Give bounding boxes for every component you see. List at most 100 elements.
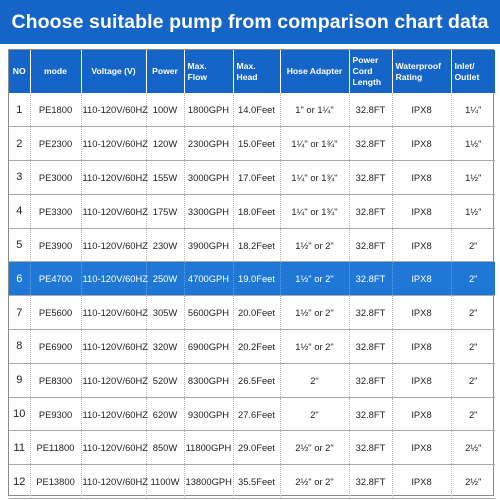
cell-rating: IPX8	[392, 93, 452, 128]
cell-model: PE6900	[30, 329, 82, 364]
cell-cord: 32.8FT	[349, 464, 393, 500]
cell-voltage: 110-120V/60HZ	[81, 194, 148, 229]
table-row: 2 PE2300 110-120V/60HZ 120W 2300GPH 15.0Feet 1…	[9, 126, 495, 162]
cell-inlet: 2½"	[451, 464, 495, 500]
cell-voltage: 110-120V/60HZ	[81, 228, 148, 263]
cell-rating: IPX8	[392, 397, 452, 432]
header-no: NO	[9, 50, 31, 93]
cell-hose: 1½" or 2"	[280, 329, 350, 364]
header-voltage: Voltage (V)	[81, 50, 147, 93]
cell-voltage: 110-120V/60HZ	[81, 464, 148, 500]
cell-voltage: 110-120V/60HZ	[81, 126, 148, 162]
cell-cord: 32.8FT	[349, 93, 393, 128]
cell-no: 4	[9, 194, 31, 229]
cell-no: 9	[9, 363, 31, 398]
cell-flow: 4700GPH	[184, 261, 234, 297]
cell-power: 230W	[146, 228, 185, 263]
cell-flow: 13800GPH	[184, 464, 234, 500]
cell-flow: 3300GPH	[184, 194, 234, 229]
cell-cord: 32.8FT	[349, 329, 393, 364]
cell-voltage: 110-120V/60HZ	[81, 329, 148, 364]
table-row: 10 PE9300 110-120V/60HZ 620W 9300GPH 27.6Feet…	[9, 397, 495, 432]
cell-cord: 32.8FT	[349, 430, 393, 466]
cell-model: PE13800	[30, 464, 82, 500]
cell-rating: IPX8	[392, 363, 452, 398]
cell-hose: 1¼" or 1¾"	[280, 126, 350, 162]
cell-inlet: 2"	[451, 228, 495, 263]
cell-voltage: 110-120V/60HZ	[81, 261, 148, 297]
cell-hose: 1¼" or 1¾"	[280, 194, 350, 229]
cell-rating: IPX8	[392, 464, 452, 500]
cell-inlet: 2"	[451, 397, 495, 432]
cell-head: 15.0Feet	[233, 126, 281, 162]
table-row: 7 PE5600 110-120V/60HZ 305W 5600GPH 20.0Feet 1…	[9, 295, 495, 331]
cell-voltage: 110-120V/60HZ	[81, 363, 148, 398]
cell-no: 1	[9, 93, 31, 128]
cell-head: 18.0Feet	[233, 194, 281, 229]
cell-model: PE11800	[30, 430, 82, 466]
header-waterproof-rating: Waterproof Rating	[392, 50, 452, 93]
cell-power: 320W	[146, 329, 185, 364]
cell-hose: 1½" or 2"	[280, 295, 350, 331]
cell-no: 6	[9, 261, 31, 297]
cell-cord: 32.8FT	[349, 295, 393, 331]
cell-power: 850W	[146, 430, 185, 466]
table-row: 1 PE1800 110-120V/60HZ 100W 1800GPH 14.0Feet 1…	[9, 93, 495, 128]
cell-rating: IPX8	[392, 126, 452, 162]
cell-cord: 32.8FT	[349, 228, 393, 263]
cell-model: PE3300	[30, 194, 82, 229]
cell-power: 120W	[146, 126, 185, 162]
cell-head: 35.5Feet	[233, 464, 281, 500]
cell-inlet: 1¼"	[451, 93, 495, 128]
cell-flow: 1800GPH	[184, 93, 234, 128]
cell-model: PE3000	[30, 160, 82, 195]
cell-model: PE3900	[30, 228, 82, 263]
cell-voltage: 110-120V/60HZ	[81, 295, 148, 331]
cell-model: PE4700	[30, 261, 82, 297]
cell-inlet: 2"	[451, 363, 495, 398]
cell-rating: IPX8	[392, 430, 452, 466]
cell-rating: IPX8	[392, 228, 452, 263]
cell-power: 175W	[146, 194, 185, 229]
cell-head: 26.5Feet	[233, 363, 281, 398]
cell-voltage: 110-120V/60HZ	[81, 430, 148, 466]
cell-no: 11	[9, 430, 31, 466]
cell-inlet: 2"	[451, 295, 495, 331]
cell-no: 5	[9, 228, 31, 263]
cell-voltage: 110-120V/60HZ	[81, 93, 148, 128]
cell-power: 520W	[146, 363, 185, 398]
cell-cord: 32.8FT	[349, 160, 393, 195]
cell-cord: 32.8FT	[349, 397, 393, 432]
cell-flow: 3000GPH	[184, 160, 234, 195]
cell-no: 10	[9, 397, 31, 432]
cell-head: 29.0Feet	[233, 430, 281, 466]
cell-power: 250W	[146, 261, 185, 297]
cell-head: 20.0Feet	[233, 295, 281, 331]
cell-model: PE2300	[30, 126, 82, 162]
cell-no: 7	[9, 295, 31, 331]
cell-voltage: 110-120V/60HZ	[81, 160, 148, 195]
cell-flow: 8300GPH	[184, 363, 234, 398]
cell-model: PE5600	[30, 295, 82, 331]
cell-rating: IPX8	[392, 329, 452, 364]
table-row: 11 PE11800 110-120V/60HZ 850W 11800GPH 29.0Fe…	[9, 430, 495, 466]
cell-no: 2	[9, 126, 31, 162]
cell-rating: IPX8	[392, 261, 452, 297]
cell-rating: IPX8	[392, 194, 452, 229]
cell-hose: 1½" or 2"	[280, 228, 350, 263]
cell-hose: 2"	[280, 397, 350, 432]
cell-cord: 32.8FT	[349, 126, 393, 162]
cell-flow: 5600GPH	[184, 295, 234, 331]
cell-no: 3	[9, 160, 31, 195]
cell-flow: 6900GPH	[184, 329, 234, 364]
cell-hose: 1½" or 2"	[280, 261, 350, 297]
cell-head: 20.2Feet	[233, 329, 281, 364]
cell-inlet: 2½"	[451, 430, 495, 466]
table-row: 3 PE3000 110-120V/60HZ 155W 3000GPH 17.0Feet 1…	[9, 160, 495, 195]
cell-inlet: 2"	[451, 329, 495, 364]
cell-inlet: 1½"	[451, 160, 495, 195]
comparison-table: NO mode Voltage (V) Power Max. Flow Max. H…	[8, 49, 495, 500]
cell-head: 19.0Feet	[233, 261, 281, 297]
cell-power: 305W	[146, 295, 185, 331]
header-hose-adapter: Hose Adapter	[280, 50, 350, 93]
